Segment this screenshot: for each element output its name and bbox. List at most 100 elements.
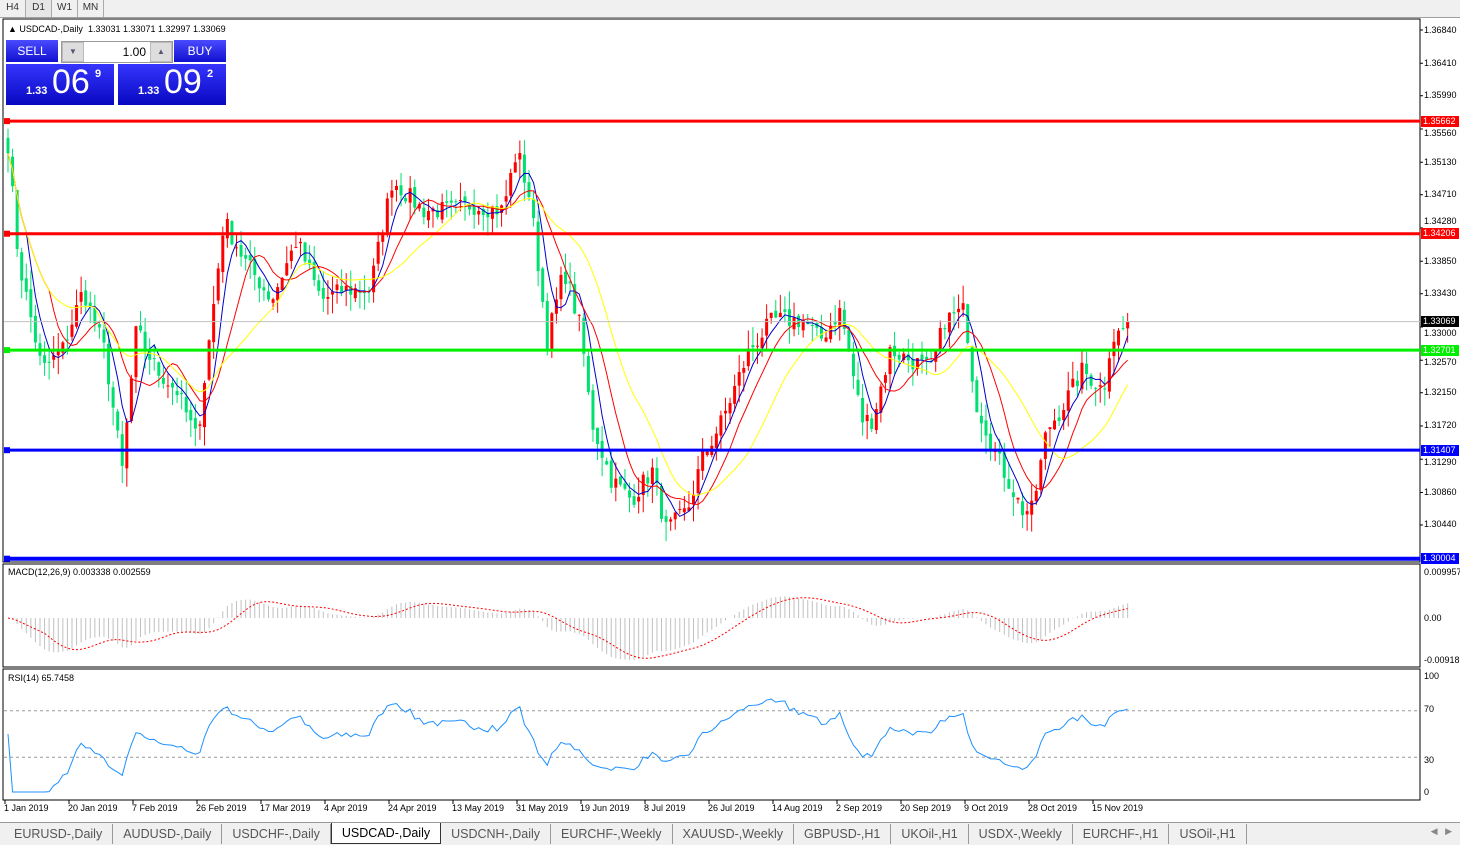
candle-body (20, 252, 24, 281)
candle-body (851, 353, 855, 377)
candle-body (207, 340, 211, 380)
price-axis-label: 1.32570 (1424, 356, 1457, 367)
tab-scroll-arrows[interactable]: ◀ ▶ (1430, 826, 1452, 836)
candle-body (468, 205, 472, 210)
buy-price[interactable]: 1.33 09 2 (118, 63, 226, 105)
buy-button[interactable]: BUY (174, 40, 226, 62)
candle-body (842, 309, 846, 329)
candle-body (157, 362, 161, 376)
candle-body (1126, 321, 1130, 329)
candle-body (559, 274, 563, 300)
chart-tab[interactable]: GBPUSD-,H1 (794, 824, 892, 844)
candle-body (614, 478, 618, 488)
candle-body (458, 200, 462, 202)
level-price-tag[interactable]: 1.34206 (1421, 228, 1459, 240)
candle-body (1011, 492, 1015, 498)
ma-slow-line (7, 153, 1129, 496)
chart-tab[interactable]: USDCAD-,Daily (330, 823, 442, 844)
candle-body (979, 415, 983, 424)
candle-body (938, 327, 942, 351)
level-price-tag[interactable]: 1.30004 (1421, 553, 1459, 565)
candle-body (906, 354, 910, 361)
price-axis-label: 1.33430 (1424, 288, 1457, 299)
lot-increase-button[interactable]: ▲ (150, 42, 172, 62)
level-price-tag[interactable]: 1.32701 (1421, 344, 1459, 356)
chart-tab[interactable]: UKOil-,H1 (891, 824, 969, 844)
candle-body (637, 496, 641, 502)
macd-label: MACD(12,26,9) 0.003338 0.002559 (8, 567, 151, 577)
candle-body (618, 476, 622, 485)
candle-body (664, 516, 668, 522)
candle-body (362, 291, 366, 294)
chart-tabs: EURUSD-,Daily AUDUSD-,Daily USDCHF-,Daily U… (0, 822, 1460, 845)
chart-tab[interactable]: EURUSD-,Daily (4, 824, 114, 844)
timeframe-mn[interactable]: MN (78, 0, 104, 17)
candle-body (769, 312, 773, 318)
chart-tab[interactable]: USDCNH-,Daily (441, 824, 552, 844)
date-axis-label: 26 Jul 2019 (708, 803, 755, 813)
candle-body (765, 318, 769, 336)
timeframe-w1[interactable]: W1 (52, 0, 78, 17)
candle-body (701, 451, 705, 471)
level-handle (4, 118, 10, 125)
candle-body (696, 469, 700, 494)
lot-decrease-button[interactable]: ▼ (62, 42, 84, 62)
level-price-tag[interactable]: 1.31407 (1421, 444, 1459, 456)
candle-body (550, 313, 554, 351)
candle-body (513, 162, 517, 173)
candle-body (1103, 388, 1107, 390)
candle-body (481, 208, 485, 216)
chart-tab[interactable]: USDX-,Weekly (969, 824, 1073, 844)
candle-body (911, 358, 915, 370)
candle-body (33, 315, 37, 343)
sell-button[interactable]: SELL (6, 40, 58, 62)
rsi-line (7, 698, 1128, 793)
candle-body (148, 349, 152, 360)
price-axis-label: 1.32150 (1424, 387, 1457, 398)
chart-tab[interactable]: XAUUSD-,Weekly (673, 824, 794, 844)
candle-body (175, 390, 179, 396)
candle-body (239, 244, 243, 257)
candle-body (792, 317, 796, 330)
lot-value[interactable]: 1.00 (122, 45, 146, 59)
date-axis-label: 17 Mar 2019 (260, 803, 311, 813)
candle-body (472, 206, 476, 215)
timeframe-h4[interactable]: H4 (0, 0, 26, 17)
candle-body (116, 411, 120, 431)
rsi-label: RSI(14) 65.7458 (8, 673, 75, 683)
candle-body (865, 414, 869, 422)
sell-price[interactable]: 1.33 06 9 (6, 63, 114, 105)
candle-body (358, 291, 362, 293)
chart-tab[interactable]: EURCHF-,H1 (1073, 824, 1170, 844)
candle-body (1066, 390, 1070, 411)
candle-body (221, 235, 225, 273)
candle-body (225, 219, 229, 239)
date-axis-label: 15 Nov 2019 (1092, 803, 1144, 813)
chart-tab[interactable]: USOil-,H1 (1169, 824, 1247, 844)
lot-size-input[interactable]: ▼ 1.00 ▲ (61, 41, 173, 63)
price-axis-label: 1.30860 (1424, 486, 1457, 497)
candle-body (810, 325, 814, 327)
candle-body (6, 137, 10, 154)
candle-body (874, 409, 878, 430)
candle-body (321, 287, 325, 299)
chart-tab[interactable]: AUDUSD-,Daily (113, 824, 223, 844)
candle-body (88, 302, 92, 307)
candle-body (294, 247, 298, 249)
candle-body (646, 477, 650, 484)
candle-body (445, 201, 449, 203)
candle-body (248, 255, 252, 261)
buy-price-pip: 2 (207, 68, 214, 80)
level-price-tag[interactable]: 1.35662 (1421, 115, 1459, 127)
candle-body (417, 204, 421, 209)
candle-body (79, 292, 83, 302)
chart-tab[interactable]: USDCHF-,Daily (222, 824, 331, 844)
date-axis-label: 20 Jan 2019 (68, 803, 118, 813)
candle-body (518, 153, 522, 160)
price-axis-label: 1.34280 (1424, 216, 1457, 227)
chart-tab[interactable]: EURCHF-,Weekly (551, 824, 673, 844)
candle-body (856, 379, 860, 395)
rsi-axis-0: 0 (1424, 787, 1430, 797)
timeframe-d1[interactable]: D1 (26, 0, 52, 17)
